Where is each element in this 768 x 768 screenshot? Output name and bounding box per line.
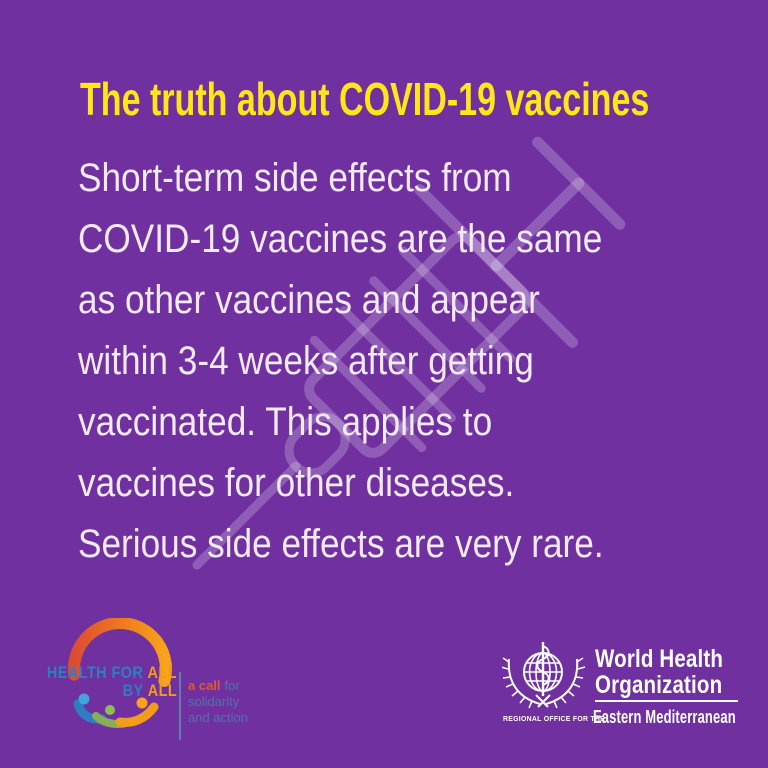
body-line: within 3-4 weeks after getting [78, 339, 534, 383]
hfa-text-health-for: HEALTH FOR [47, 663, 144, 682]
hfa-tagline: a call for solidarity and action [188, 678, 248, 726]
body-line: COVID-19 vaccines are the same [78, 217, 603, 261]
body-line: Serious side effects are very rare. [78, 522, 604, 566]
hfa-wordmark-line1: HEALTH FOR ALL [47, 664, 177, 682]
hfa-text-all-2: ALL [147, 681, 177, 700]
who-emblem-icon [502, 642, 586, 709]
who-regional-office: REGIONAL OFFICE FOR THE Eastern Mediterr… [503, 704, 748, 730]
body-line: vaccines for other diseases. [78, 461, 515, 505]
who-logo: World Health Organization REGIONAL OFFIC… [500, 630, 752, 735]
who-region-name: Eastern Mediterranean [593, 707, 736, 727]
body-line: vaccinated. This applies to [78, 400, 493, 444]
health-for-all-circle-icon [67, 618, 172, 728]
health-for-all-logo: HEALTH FOR ALL BY ALL a call for solidarity… [47, 612, 278, 757]
who-org-name-line2: Organization [595, 671, 723, 699]
body-line: Short-term side effects from [78, 156, 512, 200]
poster-title: The truth about COVID-19 vaccines [80, 73, 650, 125]
who-office-prefix: REGIONAL OFFICE FOR THE [503, 714, 606, 723]
hfa-tagline-a-call: a call [188, 678, 221, 693]
hfa-text-by: BY [122, 681, 144, 700]
hfa-tagline-for: for [224, 678, 240, 693]
hfa-tagline-line2: solidarity [188, 694, 240, 709]
body-line: as other vaccines and appear [78, 278, 540, 322]
hfa-tagline-line3: and action [188, 710, 248, 725]
hfa-text-all-1: ALL [147, 663, 177, 682]
hfa-tagline-line1: a call for [188, 678, 248, 694]
who-org-name-line1: World Health [595, 645, 724, 673]
hfa-divider [179, 672, 181, 740]
who-divider-rule [595, 700, 738, 702]
who-org-name: World Health Organization [595, 646, 723, 698]
body-text: Short-term side effects from COVID-19 va… [78, 148, 604, 575]
hfa-wordmark-line2: BY ALL [122, 682, 177, 700]
